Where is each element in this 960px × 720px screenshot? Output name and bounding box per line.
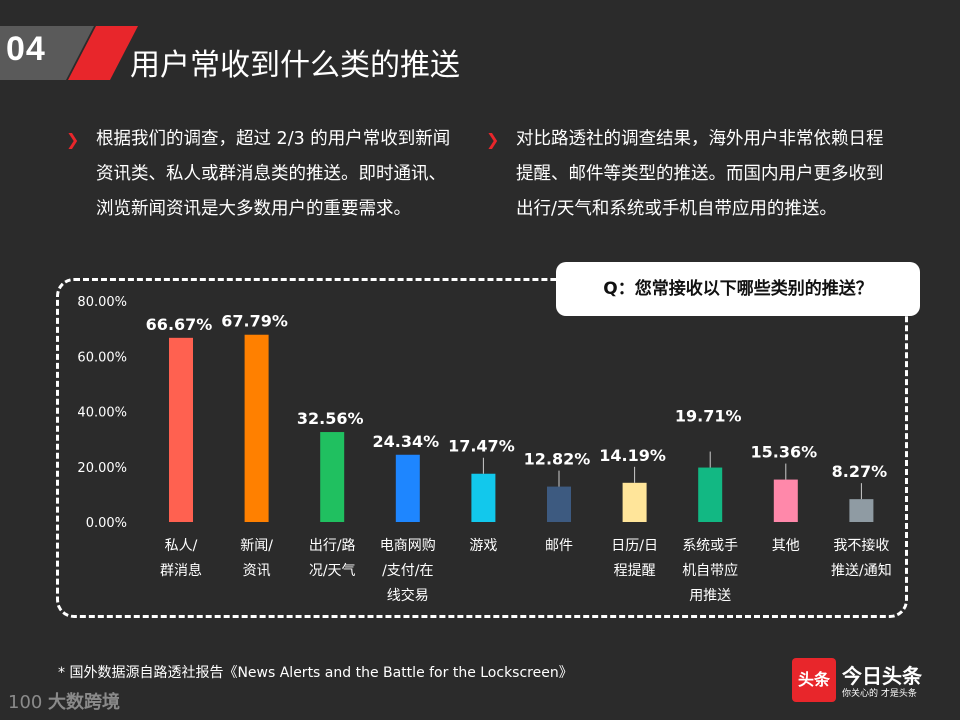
category-label: 群消息: [160, 562, 202, 579]
page-title: 用户常收到什么类的推送: [130, 48, 460, 83]
category-label: 机自带应: [682, 562, 738, 579]
category-label: 我不接收: [833, 537, 889, 554]
category-label: 日历/日: [611, 538, 658, 554]
bar-8: [698, 467, 723, 522]
y-tick-label: 60.00%: [77, 350, 127, 365]
y-tick-label: 20.00%: [77, 461, 127, 476]
category-label: 系统或手: [682, 538, 738, 554]
svg-text:100: 100: [8, 692, 42, 713]
data-label: 67.79%: [221, 312, 288, 331]
bar-4: [395, 454, 420, 522]
data-label: 17.47%: [448, 437, 515, 456]
category-label: 新闻/: [240, 538, 273, 554]
category-label: 用推送: [689, 588, 731, 604]
data-label: 12.82%: [524, 450, 591, 469]
category-label: 其他: [772, 538, 800, 554]
footnote: * 国外数据源自路透社报告《News Alerts and the Battle…: [58, 665, 573, 681]
brand-right-slogan: 你关心的 才是头条: [842, 689, 917, 699]
category-label: 资讯: [243, 563, 271, 579]
bar-7: [622, 482, 647, 522]
bar-1: [169, 337, 193, 522]
data-label: 66.67%: [146, 315, 213, 334]
bar-9: [773, 479, 798, 522]
bar-10: [849, 499, 874, 522]
dashu-logo-icon: 100: [8, 692, 42, 713]
category-label: 况/天气: [309, 563, 356, 579]
y-tick-label: 40.00%: [77, 406, 127, 421]
bar-5: [471, 473, 496, 522]
slide-number: 04: [6, 30, 46, 68]
category-label: 私人/: [165, 538, 198, 554]
y-tick-label: 0.00%: [86, 516, 127, 531]
data-label: 14.19%: [599, 446, 666, 465]
bullet-arrow-icon: ❯: [66, 130, 80, 149]
data-label: 24.34%: [372, 432, 439, 451]
category-label: 邮件: [545, 538, 573, 554]
bullet-left-text: 根据我们的调查，超过 2/3 的用户常收到新闻资讯类、私人或群消息类的推送。即时…: [96, 129, 451, 219]
category-label: /支付/在: [382, 563, 433, 579]
brand-left-name: 大数跨境: [48, 692, 120, 713]
y-tick-label: 80.00%: [77, 295, 127, 310]
bullet-arrow-icon: ❯: [486, 130, 500, 149]
bullet-right-text: 对比路透社的调查结果，海外用户非常依赖日程提醒、邮件等类型的推送。而国内用户更多…: [516, 129, 884, 219]
data-label: 8.27%: [832, 462, 888, 481]
bar-6: [547, 486, 571, 522]
header-badge: [0, 26, 138, 80]
data-label: 19.71%: [675, 407, 742, 426]
category-label: 电商网购: [380, 538, 436, 554]
category-label: 出行/路: [309, 538, 356, 554]
bullet-left: ❯ 根据我们的调查，超过 2/3 的用户常收到新闻资讯类、私人或群消息类的推送。…: [66, 122, 462, 227]
category-label: 线交易: [387, 587, 429, 604]
chart-frame: [56, 278, 908, 618]
category-label: 程提醒: [614, 563, 656, 579]
category-label: 推送/通知: [831, 562, 892, 579]
brand-left: 100 大数跨境: [8, 688, 120, 714]
question-box: Q：您常接收以下哪些类别的推送？: [556, 262, 920, 316]
category-label: 游戏: [469, 538, 497, 554]
data-label: 15.36%: [750, 443, 817, 462]
brand-right-name: 今日头条: [842, 664, 922, 688]
toutiao-logo-icon: 头条: [792, 658, 836, 702]
data-label: 32.56%: [297, 409, 364, 428]
bullet-right: ❯ 对比路透社的调查结果，海外用户非常依赖日程提醒、邮件等类型的推送。而国内用户…: [486, 122, 900, 227]
bar-2: [244, 334, 269, 522]
bar-3: [320, 432, 345, 522]
